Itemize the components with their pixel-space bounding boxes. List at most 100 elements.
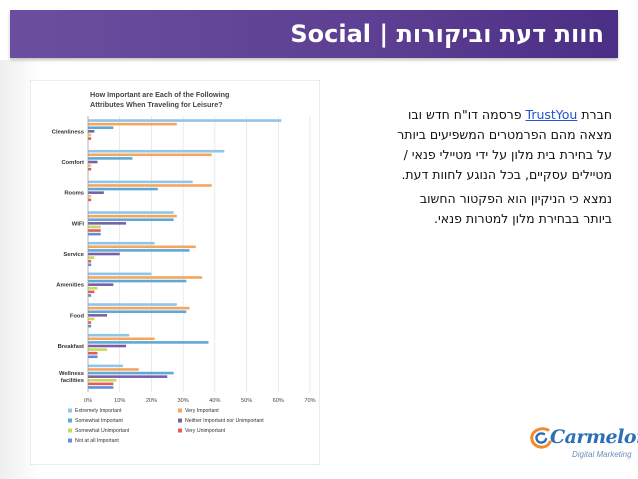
chart-frame xyxy=(30,80,320,465)
bar xyxy=(88,283,114,286)
bar xyxy=(88,241,155,245)
body-text: חברת TrustYou פרסמה דו"ח חדש ובו מצאה מה… xyxy=(330,105,612,229)
bar xyxy=(88,137,92,140)
bar xyxy=(88,375,168,378)
p1-line3: על בחירת בית מלון על ידי מטיילי פנאי / xyxy=(403,147,612,162)
p1-line4: מטיילים עסקיים, בכל הנוגע לחוות דעת. xyxy=(401,167,612,182)
bar xyxy=(88,382,114,386)
p2-line2: ביותר בבחירת מלון למטרות פנאי. xyxy=(434,211,612,226)
x-tick-label: 70% xyxy=(304,398,315,404)
legend-label: Very Unimportant xyxy=(185,428,226,434)
bar xyxy=(88,180,193,184)
bar xyxy=(88,306,190,310)
p1-line2: מצאה מהם הפרמטרים המשפיעים ביותר xyxy=(397,127,612,142)
bar xyxy=(88,153,212,157)
bar xyxy=(88,303,177,306)
category-label: Cleanliness xyxy=(52,129,84,135)
bar xyxy=(88,252,120,256)
chart-title-line: How Important are Each of the Following xyxy=(90,90,229,99)
bar xyxy=(88,355,98,359)
bar xyxy=(88,122,177,126)
legend-label: Extremely Important xyxy=(75,408,122,414)
bar xyxy=(88,290,95,294)
x-tick-label: 20% xyxy=(146,398,157,404)
category-label: Amenities xyxy=(56,283,84,289)
bar xyxy=(88,130,95,133)
bar xyxy=(88,368,139,371)
bar xyxy=(88,218,174,222)
chart-title-line: Attributes When Traveling for Leisure? xyxy=(90,100,223,109)
bar xyxy=(88,371,174,375)
bar xyxy=(88,187,158,191)
importance-bar-chart: How Important are Each of the FollowingA… xyxy=(30,80,320,465)
bar xyxy=(88,211,174,214)
bar xyxy=(88,245,196,249)
trustyou-link[interactable]: TrustYou xyxy=(525,107,578,122)
bar xyxy=(88,126,114,130)
bar xyxy=(88,310,187,314)
paragraph-2: נמצא כי הניקיון הוא הפקטור החשוב ביותר ב… xyxy=(330,189,612,229)
bar xyxy=(88,348,108,351)
bar xyxy=(88,351,98,355)
category-label: Comfort xyxy=(61,160,84,166)
page-title: Social | חוות דעת וביקורות xyxy=(290,20,604,48)
bar xyxy=(88,259,92,263)
p1-prefix: חברת xyxy=(577,107,612,122)
bar xyxy=(88,222,127,225)
category-label: Food xyxy=(70,313,85,319)
bar xyxy=(88,232,101,236)
legend-swatch xyxy=(68,418,72,423)
legend-swatch xyxy=(178,418,182,423)
header-bar: Social | חוות דעת וביקורות xyxy=(10,10,618,58)
x-tick-label: 30% xyxy=(178,398,189,404)
bar xyxy=(88,198,92,202)
carmelon-swirl-icon xyxy=(530,427,552,449)
bar xyxy=(88,364,123,368)
bar xyxy=(88,344,127,348)
bar xyxy=(88,184,212,187)
x-tick-label: 50% xyxy=(241,398,252,404)
legend-label: Not at all Important xyxy=(75,438,119,444)
bar xyxy=(88,321,92,324)
legend-swatch xyxy=(178,428,182,433)
bar xyxy=(88,294,92,297)
logo-subtitle: Digital Marketing xyxy=(572,450,632,459)
category-label: facilities xyxy=(61,378,84,384)
bar xyxy=(88,263,92,267)
bar xyxy=(88,191,104,194)
bar xyxy=(88,164,92,167)
category-label: Breakfast xyxy=(58,344,84,350)
p2-line1: נמצא כי הניקיון הוא הפקטור החשוב xyxy=(419,191,612,206)
x-tick-label: 60% xyxy=(273,398,284,404)
bar xyxy=(88,119,282,122)
bar xyxy=(88,272,152,276)
bar xyxy=(88,167,92,171)
category-label: WIFI xyxy=(72,221,85,227)
legend-label: Somewhat Unimportant xyxy=(75,428,130,434)
paragraph-1: חברת TrustYou פרסמה דו"ח חדש ובו מצאה מה… xyxy=(330,105,612,185)
bar xyxy=(88,337,155,341)
bar xyxy=(88,256,95,259)
bar xyxy=(88,157,133,160)
x-tick-label: 10% xyxy=(114,398,125,404)
x-tick-label: 40% xyxy=(209,398,220,404)
x-tick-label: 0% xyxy=(84,398,92,404)
bar xyxy=(88,276,203,279)
legend-swatch xyxy=(68,428,72,433)
legend-swatch xyxy=(68,438,72,443)
bar xyxy=(88,324,92,328)
category-label: Wellness xyxy=(59,371,84,377)
bar xyxy=(88,133,92,137)
logo-name: Carmelon xyxy=(550,426,638,448)
bar xyxy=(88,249,190,252)
legend-swatch xyxy=(178,408,182,413)
bar xyxy=(88,279,187,283)
bar xyxy=(88,214,177,218)
bar xyxy=(88,386,114,389)
legend-label: Very Important xyxy=(185,408,219,414)
bar xyxy=(88,160,98,164)
bar xyxy=(88,225,101,229)
bar xyxy=(88,286,98,290)
bar xyxy=(88,149,225,153)
bar xyxy=(88,194,92,198)
